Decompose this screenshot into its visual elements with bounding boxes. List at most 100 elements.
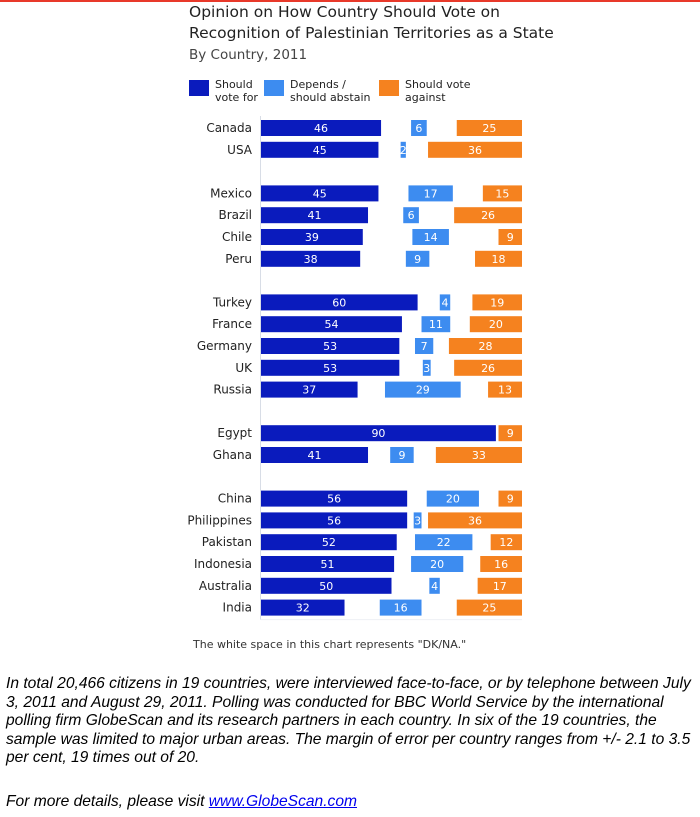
category-label: Peru — [225, 252, 252, 266]
data-label: 41 — [308, 209, 322, 222]
category-label: Russia — [213, 383, 252, 397]
bar-vote-against — [456, 599, 522, 616]
data-label: 26 — [481, 209, 495, 222]
bar-depends — [421, 316, 451, 333]
category-label: Ghana — [213, 448, 252, 462]
bar-vote-against — [435, 447, 522, 463]
legend-item-vote-for: Should vote for — [189, 78, 258, 104]
legend-swatch — [264, 80, 284, 96]
legend-swatch — [189, 80, 209, 96]
bar-vote-for — [261, 250, 361, 267]
bar-vote-for — [261, 556, 395, 572]
category-label: Germany — [197, 339, 252, 353]
bar-vote-for — [261, 141, 379, 158]
data-label: 41 — [308, 449, 322, 462]
data-label: 25 — [482, 122, 496, 135]
data-label: 50 — [319, 580, 333, 593]
more-details: For more details, please visit www.Globe… — [6, 793, 357, 811]
bar-depends — [390, 447, 414, 463]
bar-vote-for — [261, 490, 408, 507]
bar-vote-for — [261, 294, 418, 311]
data-label: 33 — [472, 449, 486, 462]
data-label: 3 — [423, 362, 430, 375]
data-label: 6 — [408, 209, 415, 222]
bar-depends — [379, 599, 422, 616]
data-label: 28 — [478, 340, 492, 353]
bar-vote-for — [261, 316, 402, 333]
category-label: Australia — [199, 579, 252, 593]
data-label: 29 — [416, 384, 430, 397]
data-label: 25 — [482, 602, 496, 615]
bar-vote-for — [261, 381, 358, 398]
data-label: 60 — [332, 296, 346, 309]
more-details-text: For more details, please visit — [6, 793, 209, 810]
data-label: 6 — [415, 122, 422, 135]
category-label: Canada — [206, 121, 252, 135]
category-label: China — [218, 492, 252, 506]
data-label: 37 — [302, 384, 316, 397]
bar-depends — [422, 359, 431, 376]
data-label: 53 — [323, 340, 337, 353]
legend-item-vote-against: Should vote against — [379, 78, 471, 104]
category-label: Mexico — [210, 186, 252, 200]
bar-depends — [414, 338, 434, 354]
bar-vote-for — [261, 512, 408, 529]
bar-vote-against — [454, 207, 522, 224]
bar-depends — [429, 577, 440, 594]
bar-vote-for — [261, 338, 400, 354]
globescan-link[interactable]: www.GlobeScan.com — [208, 793, 357, 810]
legend-swatch — [379, 80, 399, 96]
legend-label: Should vote — [405, 78, 471, 91]
data-label: 32 — [296, 602, 310, 615]
bar-vote-against — [490, 534, 522, 551]
legend-label: vote for — [215, 91, 258, 104]
bar-depends — [384, 381, 461, 398]
category-label: Turkey — [212, 295, 252, 309]
category-label: France — [212, 317, 252, 331]
category-label: India — [223, 601, 252, 615]
category-label: Brazil — [219, 208, 253, 222]
data-label: 51 — [321, 558, 335, 571]
bar-vote-for — [261, 207, 369, 224]
bar-depends — [408, 185, 453, 202]
data-label: 16 — [494, 558, 508, 571]
bar-vote-for — [261, 599, 345, 616]
data-label: 54 — [324, 318, 338, 331]
category-label: USA — [227, 143, 253, 157]
data-label: 9 — [398, 449, 405, 462]
data-label: 53 — [323, 362, 337, 375]
data-label: 26 — [481, 362, 495, 375]
chart-title-line-1: Opinion on How Country Should Vote on — [189, 3, 500, 21]
bar-depends — [405, 250, 430, 267]
bar-vote-for — [261, 185, 379, 202]
bar-vote-against — [477, 577, 522, 594]
data-label: 4 — [442, 296, 449, 309]
bar-vote-against — [498, 490, 522, 507]
bar-vote-against — [448, 338, 522, 354]
bar-depends — [412, 229, 449, 245]
data-label: 39 — [305, 231, 319, 244]
data-label: 22 — [437, 536, 451, 549]
bar-vote-for — [261, 577, 392, 594]
data-label: 12 — [499, 536, 513, 549]
data-label: 20 — [489, 318, 503, 331]
data-label: 13 — [498, 384, 512, 397]
bar-vote-against — [498, 425, 522, 442]
footer-text: In total 20,466 citizens in 19 countries… — [6, 675, 691, 766]
bar-vote-against — [482, 185, 522, 202]
bar-vote-for — [261, 359, 400, 376]
legend-label: should abstain — [290, 91, 371, 104]
bar-depends — [411, 120, 427, 136]
data-label: 16 — [394, 602, 408, 615]
data-label: 9 — [414, 253, 421, 266]
data-label: 56 — [327, 514, 341, 527]
data-label: 45 — [313, 144, 327, 157]
bar-vote-for — [261, 425, 496, 442]
category-label: Chile — [222, 230, 252, 244]
bar-depends — [411, 556, 464, 572]
data-label: 56 — [327, 493, 341, 506]
data-label: 45 — [313, 187, 327, 200]
category-label: Philippines — [187, 513, 252, 527]
data-label: 7 — [421, 340, 428, 353]
